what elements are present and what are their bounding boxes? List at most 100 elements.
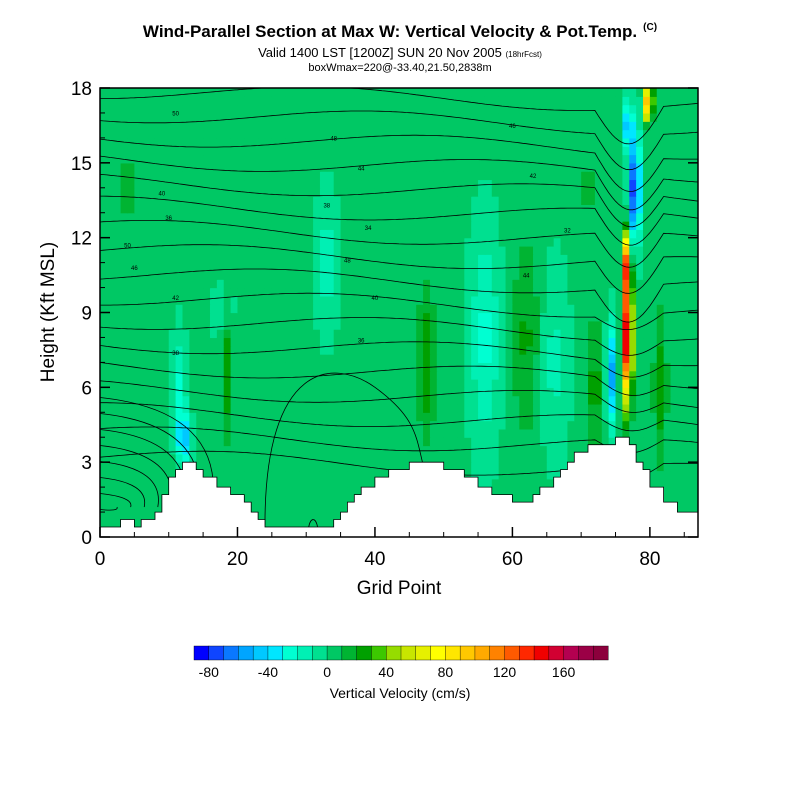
colorbar-swatch	[445, 645, 461, 661]
colorbar-swatch	[430, 645, 446, 661]
x-tick-label: 60	[502, 549, 523, 570]
theta-line	[100, 173, 698, 228]
theta-label: 36	[358, 338, 365, 344]
theta-label: 50	[172, 111, 179, 117]
theta-label: 40	[372, 296, 379, 302]
chart-title: Wind-Parallel Section at Max W: Vertical…	[142, 22, 658, 41]
theta-line	[100, 493, 132, 508]
x-tick-label: 80	[639, 549, 660, 570]
theta-line	[100, 292, 698, 330]
colorbar-tick-label: 160	[552, 664, 576, 680]
theta-label: 44	[358, 166, 365, 172]
chart-box-info: boxWmax=220@-33.40,21.50,2838m	[308, 62, 492, 74]
colorbar-tick-label: 120	[493, 664, 517, 680]
x-tick-label: 0	[95, 549, 106, 570]
colorbar-tick-label: -80	[199, 664, 219, 680]
colorbar-swatch	[371, 645, 387, 661]
x-axis-label: Grid Point	[357, 578, 442, 599]
colorbar-swatch	[193, 645, 210, 661]
colorbar-swatch	[326, 645, 343, 661]
y-tick-label: 9	[81, 304, 92, 325]
theta-contours: 50 48 46 44 42 40 38 36 34 32 50 48 46 44 42 40 38 36	[100, 88, 698, 537]
colorbar-swatch	[356, 645, 372, 661]
theta-line	[307, 519, 319, 537]
colorbar-tick-label: 80	[438, 664, 454, 680]
theta-line	[100, 268, 698, 323]
theta-line	[100, 134, 698, 192]
colorbar-swatch	[208, 645, 225, 661]
colorbar-swatch	[489, 645, 505, 661]
y-tick-label: 6	[81, 378, 92, 399]
theta-label: 42	[172, 296, 179, 302]
theta-line	[100, 341, 698, 378]
theta-label: 42	[530, 174, 537, 180]
theta-line	[100, 88, 698, 145]
colorbar: -80 -40 0 40 80 120 160	[193, 645, 609, 680]
theta-label: 44	[523, 274, 530, 280]
colorbar-swatch	[578, 645, 594, 661]
colorbar-swatch	[267, 645, 284, 661]
theta-line	[100, 110, 698, 171]
x-tick-label: 20	[227, 549, 248, 570]
x-tick-label: 40	[364, 549, 385, 570]
theta-label: 38	[172, 351, 179, 357]
y-tick-label: 18	[71, 79, 92, 100]
theta-label: 50	[124, 244, 131, 250]
colorbar-swatch	[533, 645, 550, 661]
x-axis: 0 20 40 60 80	[95, 527, 685, 570]
colorbar-swatch	[504, 645, 520, 661]
theta-line	[100, 220, 698, 268]
theta-label: 38	[323, 204, 330, 210]
colorbar-swatch	[519, 645, 535, 661]
y-tick-label: 0	[81, 528, 92, 549]
terrain	[100, 436, 698, 537]
theta-line	[100, 317, 698, 356]
theta-line	[264, 372, 424, 525]
theta-line	[100, 402, 698, 432]
colorbar-label: Vertical Velocity (cm/s)	[330, 685, 471, 701]
y-tick-label: 12	[71, 229, 92, 250]
colorbar-swatch	[415, 645, 432, 661]
colorbar-swatch	[282, 645, 298, 661]
colorbar-swatch	[459, 645, 476, 661]
colorbar-swatch	[297, 645, 313, 661]
chart-subtitle: Valid 1400 LST [1200Z] SUN 20 Nov 2005 (…	[258, 45, 542, 60]
colorbar-swatch	[400, 645, 417, 661]
theta-line	[100, 426, 698, 454]
colorbar-swatch	[474, 645, 491, 661]
theta-label: 46	[131, 266, 138, 272]
colorbar-swatch	[548, 645, 565, 661]
colorbar-tick-label: 40	[378, 664, 394, 680]
theta-line	[100, 195, 698, 246]
colorbar-swatch	[341, 645, 358, 661]
colorbar-swatch	[386, 645, 402, 661]
theta-line	[100, 380, 698, 413]
theta-label: 48	[330, 136, 337, 142]
theta-label: 48	[344, 259, 351, 265]
theta-label: 36	[165, 216, 172, 222]
colorbar-swatch	[593, 645, 609, 661]
colorbar-swatch	[223, 645, 239, 661]
colorbar-tick-label: -40	[258, 664, 278, 680]
theta-line	[100, 362, 698, 396]
theta-label: 46	[509, 124, 516, 130]
y-axis-label: Height (Kft MSL)	[38, 242, 59, 382]
theta-line	[100, 461, 159, 508]
terrain-fill	[100, 436, 698, 537]
colorbar-swatch	[238, 645, 254, 661]
colorbar-swatch	[563, 645, 579, 661]
theta-label: 40	[159, 191, 166, 197]
y-tick-label: 3	[81, 453, 92, 474]
theta-label: 34	[365, 226, 372, 232]
colorbar-tick-label: 0	[323, 664, 331, 680]
colorbar-swatch	[312, 645, 328, 661]
theta-line	[100, 506, 118, 511]
colorbar-swatch	[252, 645, 269, 661]
theta-line	[100, 244, 698, 294]
y-tick-label: 15	[71, 154, 92, 175]
theta-label: 32	[564, 229, 571, 235]
theta-line	[100, 477, 146, 508]
theta-line	[100, 155, 698, 211]
